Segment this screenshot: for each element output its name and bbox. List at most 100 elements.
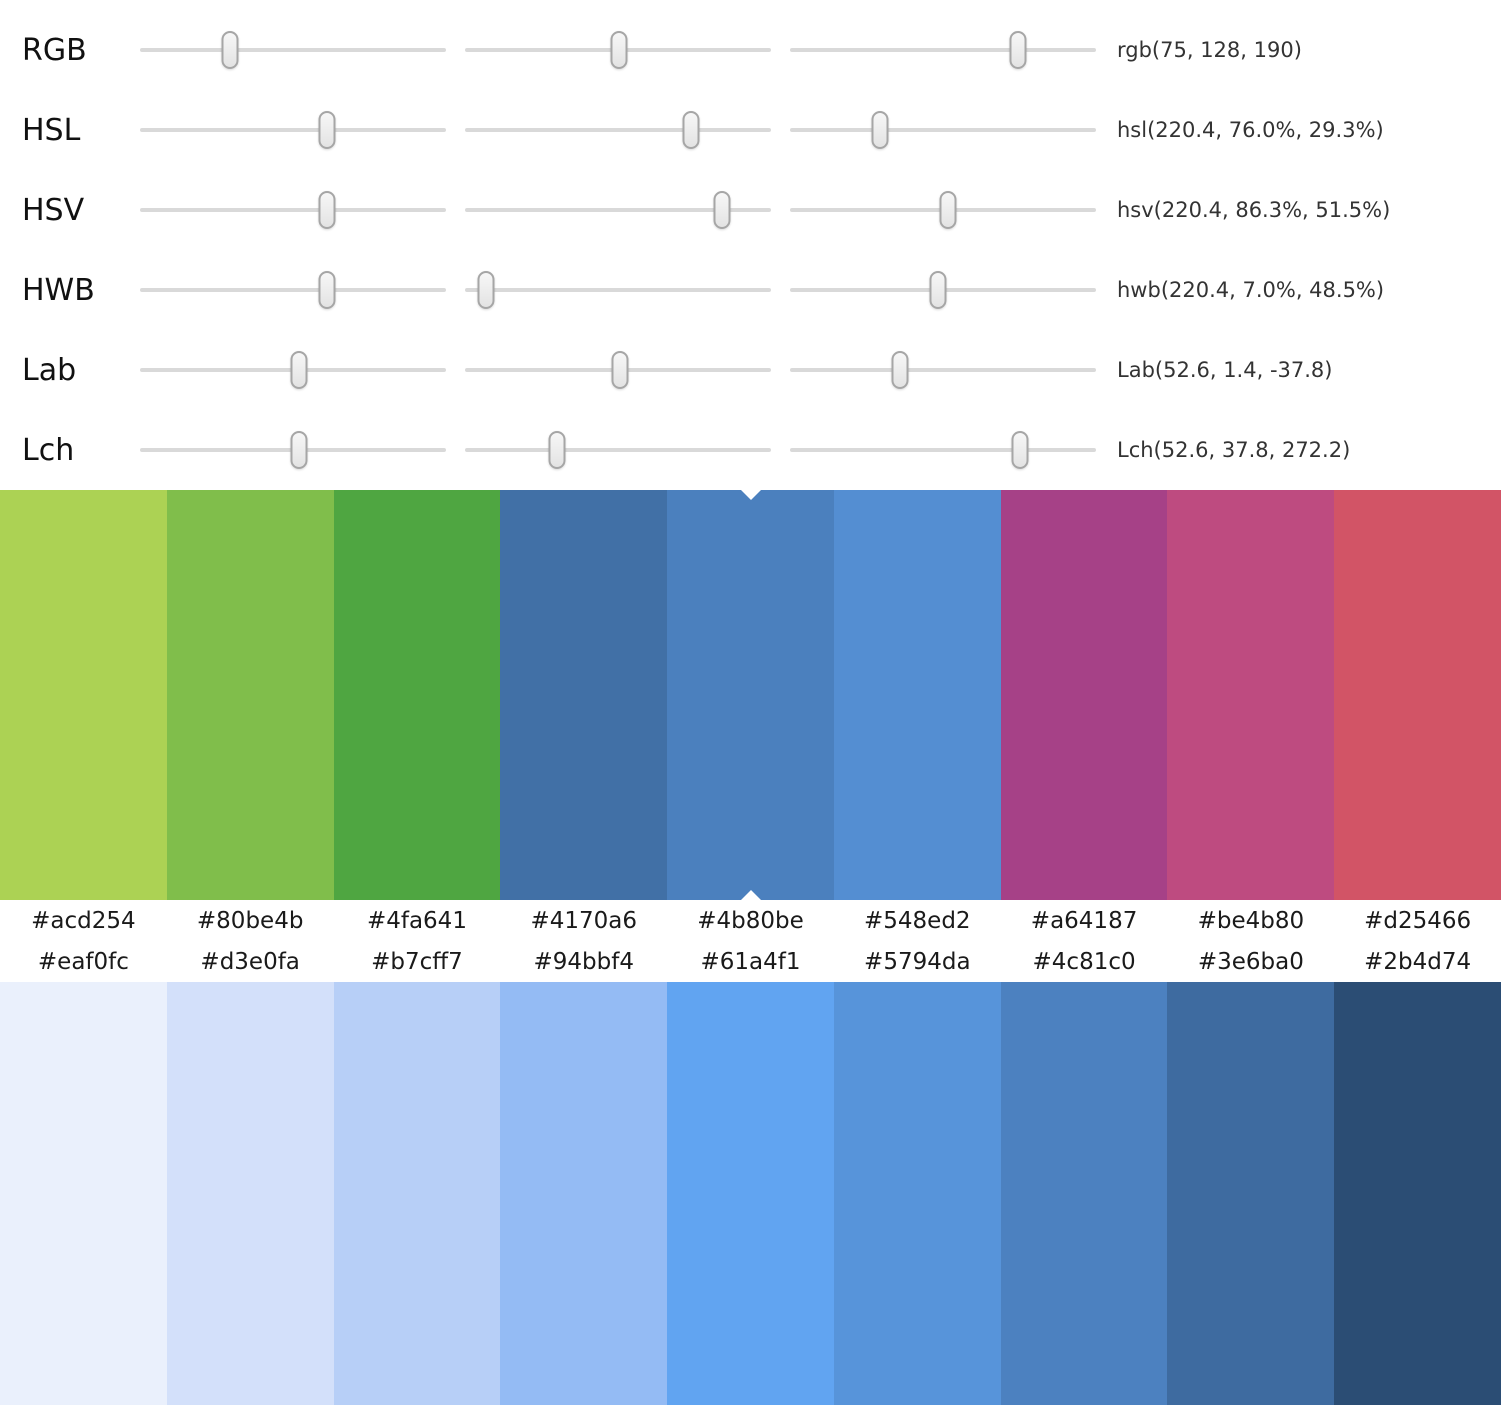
slider-row-hsv: HSV hsv(220.4, 86.3%, 51.5%): [0, 170, 1501, 250]
hex-label: #4170a6: [530, 907, 637, 934]
hwb-slider-w[interactable]: [465, 259, 771, 321]
slider-thumb[interactable]: [611, 351, 629, 389]
lch-value-text: Lch(52.6, 37.8, 272.2): [1117, 438, 1351, 462]
hex-label: #d25466: [1364, 907, 1472, 934]
palette-swatch[interactable]: [833, 490, 1001, 900]
slider-thumb[interactable]: [290, 351, 308, 389]
slider-track: [465, 208, 771, 212]
hsv-slider-s[interactable]: [465, 179, 771, 241]
palette-swatch[interactable]: [667, 982, 834, 1405]
hsl-slider-l[interactable]: [790, 99, 1096, 161]
selection-notch-top-icon: [740, 490, 761, 500]
hex-label: #3e6ba0: [1197, 948, 1304, 975]
lch-slider-c[interactable]: [465, 419, 771, 481]
hsl-slider-s[interactable]: [465, 99, 771, 161]
hex-label: #4fa641: [366, 907, 467, 934]
palette-swatch[interactable]: [1334, 982, 1501, 1405]
hex-label: #acd254: [31, 907, 136, 934]
slider-thumb[interactable]: [939, 191, 957, 229]
slider-track: [140, 128, 446, 132]
colorspace-label-lab: Lab: [22, 352, 77, 388]
palette-swatch[interactable]: [1167, 490, 1335, 900]
hex-label: #d3e0fa: [200, 948, 300, 975]
palette-top-hex-labels: #acd254 #80be4b #4fa641 #4170a6 #4b80be …: [0, 900, 1501, 941]
slider-track: [140, 208, 446, 212]
rgb-slider-r[interactable]: [140, 19, 446, 81]
slider-track: [465, 288, 771, 292]
hex-label: #5794da: [864, 948, 971, 975]
slider-thumb[interactable]: [1011, 431, 1028, 469]
slider-track: [465, 448, 771, 452]
hwb-slider-b[interactable]: [790, 259, 1096, 321]
colorspace-label-rgb: RGB: [22, 32, 87, 68]
palette-swatch[interactable]: [1167, 982, 1335, 1405]
hwb-slider-h[interactable]: [140, 259, 446, 321]
slider-track: [790, 448, 1096, 452]
slider-thumb[interactable]: [221, 31, 239, 69]
slider-thumb[interactable]: [891, 351, 909, 389]
lab-value-text: Lab(52.6, 1.4, -37.8): [1117, 358, 1333, 382]
slider-row-rgb: RGB rgb(75, 128, 190): [0, 10, 1501, 90]
slider-thumb[interactable]: [610, 31, 628, 69]
slider-track: [790, 368, 1096, 372]
hsv-value-text: hsv(220.4, 86.3%, 51.5%): [1117, 198, 1391, 222]
slider-thumb[interactable]: [318, 271, 336, 309]
slider-thumb[interactable]: [929, 271, 947, 309]
colorspace-label-lch: Lch: [22, 432, 75, 468]
hex-label: #80be4b: [196, 907, 304, 934]
palette-swatch[interactable]: [166, 982, 334, 1405]
slider-track: [790, 48, 1096, 52]
palette-swatch[interactable]: [166, 490, 334, 900]
hex-label: #4b80be: [697, 907, 804, 934]
palette-swatch[interactable]: [500, 982, 668, 1405]
slider-track: [140, 288, 446, 292]
lab-slider-l[interactable]: [140, 339, 446, 401]
hsv-slider-h[interactable]: [140, 179, 446, 241]
rgb-slider-g[interactable]: [465, 19, 771, 81]
slider-thumb[interactable]: [871, 111, 889, 149]
colorspace-label-hsv: HSV: [22, 192, 85, 228]
slider-track: [790, 128, 1096, 132]
slider-thumb[interactable]: [290, 431, 308, 469]
selection-notch-bottom-icon: [740, 890, 761, 900]
palette-swatch[interactable]: [1000, 982, 1168, 1405]
slider-row-hsl: HSL hsl(220.4, 76.0%, 29.3%): [0, 90, 1501, 170]
hsv-slider-v[interactable]: [790, 179, 1096, 241]
palette-swatch[interactable]: [0, 490, 167, 900]
palette-swatch[interactable]: [0, 982, 167, 1405]
hex-label: #61a4f1: [700, 948, 801, 975]
lch-slider-h[interactable]: [790, 419, 1096, 481]
bottom-margin: [0, 1405, 1501, 1415]
slider-thumb[interactable]: [477, 271, 495, 309]
palette-swatch-selected[interactable]: [667, 490, 834, 900]
hsl-value-text: hsl(220.4, 76.0%, 29.3%): [1117, 118, 1384, 142]
slider-thumb[interactable]: [318, 111, 336, 149]
palette-swatch[interactable]: [333, 982, 501, 1405]
palette-swatch[interactable]: [500, 490, 668, 900]
palette-swatch[interactable]: [1334, 490, 1501, 900]
hex-label: #4c81c0: [1032, 948, 1136, 975]
slider-thumb[interactable]: [548, 431, 566, 469]
rgb-slider-b[interactable]: [790, 19, 1096, 81]
hex-label: #94bbf4: [533, 948, 634, 975]
hex-label: #eaf0fc: [37, 948, 129, 975]
slider-thumb[interactable]: [682, 111, 700, 149]
palette-top: [0, 490, 1501, 900]
colorspace-label-hwb: HWB: [22, 272, 95, 308]
color-sliders-panel: RGB rgb(75, 128, 190) HSL hsl(220.4,: [0, 0, 1501, 490]
palette-swatch[interactable]: [1000, 490, 1168, 900]
lch-slider-l[interactable]: [140, 419, 446, 481]
hex-label: #be4b80: [1197, 907, 1305, 934]
palette-swatch[interactable]: [333, 490, 501, 900]
slider-row-hwb: HWB hwb(220.4, 7.0%, 48.5%): [0, 250, 1501, 330]
slider-row-lab: Lab Lab(52.6, 1.4, -37.8): [0, 330, 1501, 410]
lab-slider-b[interactable]: [790, 339, 1096, 401]
hex-label: #b7cff7: [371, 948, 463, 975]
lab-slider-a[interactable]: [465, 339, 771, 401]
slider-thumb[interactable]: [713, 191, 731, 229]
palette-swatch[interactable]: [833, 982, 1001, 1405]
slider-thumb[interactable]: [318, 191, 336, 229]
hex-label: #548ed2: [864, 907, 971, 934]
hsl-slider-h[interactable]: [140, 99, 446, 161]
slider-thumb[interactable]: [1009, 31, 1027, 69]
